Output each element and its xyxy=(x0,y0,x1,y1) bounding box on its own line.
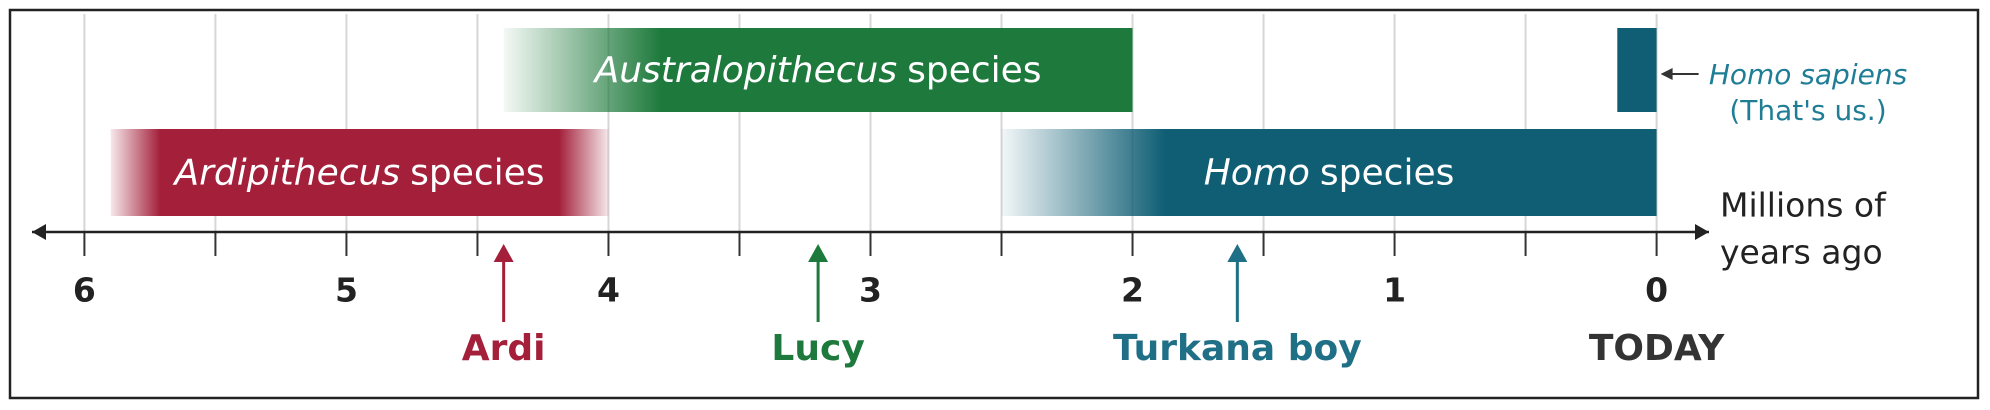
x-tick-label: 2 xyxy=(1121,271,1144,310)
marker-label: Lucy xyxy=(771,328,864,369)
marker-label: Turkana boy xyxy=(1113,328,1362,369)
range-bar xyxy=(1617,28,1657,112)
axis: 6 5 4 3 2 1 0 Ardi Lucy Turkana boy TODAY xyxy=(32,224,1725,369)
x-tick-label: 4 xyxy=(597,271,620,310)
range-name: Ardipithecus xyxy=(173,153,401,194)
range-suffix: species xyxy=(907,50,1041,91)
range-bar xyxy=(1001,129,1657,216)
x-tick-label: 5 xyxy=(335,271,358,310)
range-bar xyxy=(110,129,609,216)
x-tick-label: 0 xyxy=(1645,271,1668,310)
range-label: Ardipithecus species xyxy=(173,153,545,194)
marker-arrowhead xyxy=(493,244,514,262)
marker-arrowhead xyxy=(808,244,829,262)
x-tick-label: 1 xyxy=(1383,271,1406,310)
annotation-note: (That's us.) xyxy=(1729,94,1886,127)
range-name: Australopithecus xyxy=(593,50,898,91)
x-tick-label: 3 xyxy=(859,271,882,310)
range-label: Australopithecus species xyxy=(593,50,1042,91)
annotation-arrow xyxy=(1660,68,1673,80)
range-bar xyxy=(503,28,1133,112)
range-suffix: species xyxy=(1320,153,1454,194)
marker-label: TODAY xyxy=(1589,328,1725,369)
axis-arrow xyxy=(32,224,46,240)
range-label: Homo species xyxy=(1204,153,1455,194)
annotation-name: Homo sapiens xyxy=(1709,58,1907,91)
axis-arrow xyxy=(1695,224,1709,240)
axis-label: Millions of xyxy=(1720,186,1887,225)
marker-label: Ardi xyxy=(462,328,546,369)
x-tick-label: 6 xyxy=(73,271,96,310)
range-suffix: species xyxy=(410,153,544,194)
marker-arrowhead xyxy=(1227,244,1248,262)
range-name: Homo xyxy=(1204,153,1310,194)
axis-label: years ago xyxy=(1720,233,1883,272)
